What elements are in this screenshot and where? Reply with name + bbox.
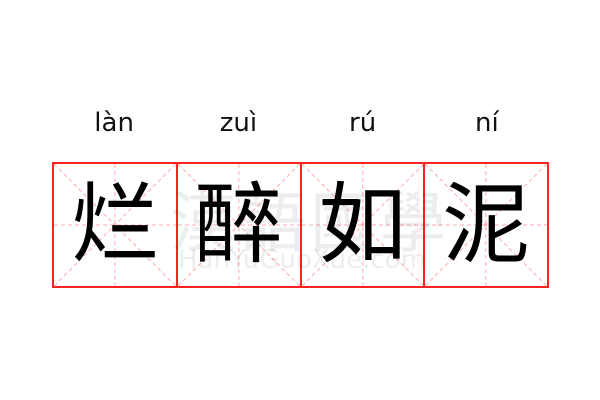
guide-lines	[54, 164, 176, 286]
pinyin-4: ní	[475, 108, 499, 138]
guide-lines	[302, 164, 424, 286]
guide-lines	[425, 164, 547, 286]
grid-cell: 烂	[54, 164, 178, 286]
character-1: 烂	[70, 173, 159, 276]
character-grid: 烂 醉 如 泥	[52, 162, 549, 288]
pinyin-2: zuì	[219, 108, 258, 138]
character-4: 泥	[442, 173, 531, 276]
character-2: 醉	[194, 173, 283, 276]
grid-cell: 泥	[425, 164, 547, 286]
grid-cell: 如	[302, 164, 426, 286]
character-3: 如	[318, 173, 407, 276]
grid-cell: 醉	[178, 164, 302, 286]
pinyin-row: làn zuì rú ní	[52, 108, 549, 138]
guide-lines	[178, 164, 300, 286]
pinyin-1: làn	[94, 108, 134, 138]
pinyin-3: rú	[349, 108, 377, 138]
